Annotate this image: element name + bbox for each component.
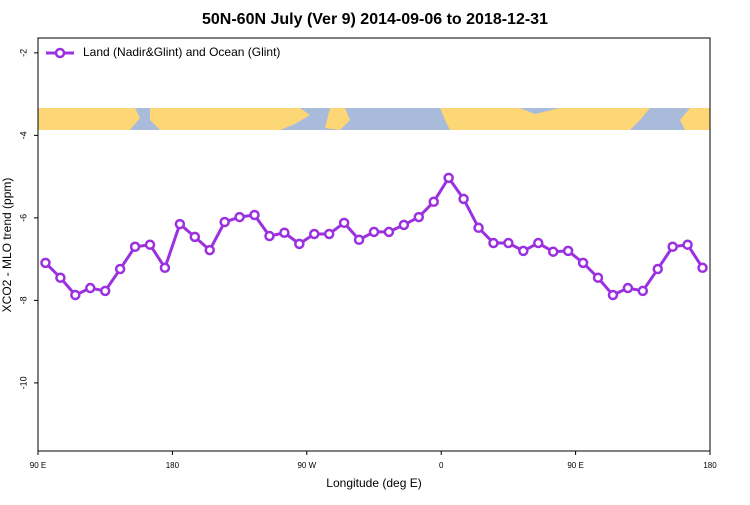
data-point — [174, 218, 186, 230]
data-point — [503, 237, 514, 249]
legend-marker — [54, 47, 66, 59]
x-tick-label: 90 E — [567, 461, 583, 470]
data-point — [383, 226, 395, 238]
chart-title: 50N-60N July (Ver 9) 2014-09-06 to 2018-… — [202, 11, 548, 28]
data-point — [682, 239, 693, 250]
data-point — [652, 263, 663, 275]
data-point — [622, 282, 634, 294]
y-tick-label: -6 — [18, 214, 28, 222]
x-tick-label: 180 — [703, 461, 717, 470]
data-point — [607, 289, 619, 301]
data-point — [70, 289, 81, 301]
x-tick-label: 90 W — [297, 461, 316, 470]
data-point — [55, 272, 66, 283]
data-point — [443, 172, 454, 184]
y-tick-label: -8 — [18, 296, 28, 304]
data-point — [338, 217, 350, 229]
data-point — [473, 222, 484, 234]
data-point — [458, 193, 469, 205]
data-point — [518, 245, 529, 257]
data-point — [204, 244, 215, 256]
data-point — [592, 272, 604, 283]
data-point — [249, 209, 260, 221]
plot-frame — [37, 37, 711, 452]
data-point — [428, 196, 439, 208]
data-point — [129, 241, 141, 253]
map-strip — [38, 108, 710, 130]
y-axis-label: XCO2 - MLO trend (ppm) — [0, 178, 14, 313]
data-point — [234, 211, 245, 223]
data-point — [547, 246, 559, 257]
data-point — [323, 228, 335, 240]
x-tick-label: 0 — [439, 461, 444, 470]
x-tick-label: 90 E — [30, 461, 46, 470]
data-point — [667, 241, 678, 253]
x-axis-label: Longitude (deg E) — [326, 476, 421, 490]
data-point — [398, 219, 410, 231]
data-point — [488, 237, 499, 249]
data-point — [279, 227, 290, 238]
y-tick-label: -10 — [18, 376, 28, 389]
data-point — [40, 257, 51, 269]
x-tick-label: 180 — [166, 461, 180, 470]
data-point — [85, 282, 96, 294]
data-point — [309, 228, 320, 240]
data-point — [577, 257, 589, 269]
y-tick-label: -4 — [18, 131, 28, 139]
data-point — [114, 263, 126, 275]
data-point — [159, 262, 171, 274]
legend-label: Land (Nadir&Glint) and Ocean (Glint) — [83, 45, 280, 59]
data-point — [368, 226, 380, 238]
data-point — [189, 231, 201, 243]
data-point — [219, 216, 230, 228]
data-point — [353, 234, 365, 246]
data-point — [637, 285, 649, 297]
data-point — [413, 211, 425, 223]
data-point — [294, 238, 305, 250]
data-point — [144, 239, 156, 250]
data-point — [264, 230, 275, 242]
data-point — [697, 262, 708, 274]
data-point — [99, 285, 111, 297]
data-point — [533, 237, 544, 249]
y-tick-label: -2 — [18, 49, 28, 57]
data-point — [562, 245, 574, 257]
